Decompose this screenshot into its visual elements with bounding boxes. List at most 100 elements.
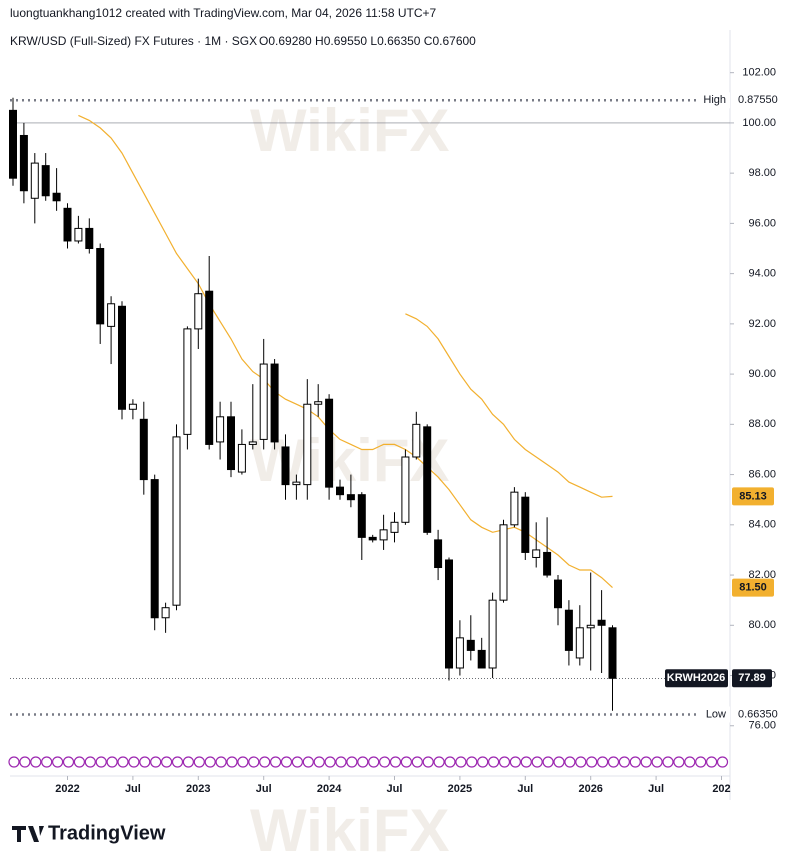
candle-body	[281, 446, 290, 486]
x-tick-label: Jul	[125, 783, 141, 795]
candle-body	[19, 134, 28, 192]
candle-body	[575, 627, 584, 659]
session-mark	[444, 756, 456, 768]
session-mark	[150, 756, 162, 768]
session-mark	[716, 756, 729, 768]
session-mark	[520, 756, 532, 768]
session-mark	[564, 756, 576, 768]
ohlc: O0.69280 H0.69550 L0.66350 C0.67600	[259, 34, 476, 48]
session-mark	[553, 756, 565, 768]
y-tick-label: 82.00	[748, 569, 776, 581]
candle-body	[608, 627, 617, 679]
ma-badge	[732, 487, 774, 506]
candle-body	[445, 559, 453, 669]
x-tick-label: 2023	[186, 783, 210, 795]
candle-body	[521, 496, 530, 553]
session-mark	[117, 756, 129, 768]
candle-body	[390, 521, 399, 533]
candle-body	[434, 539, 443, 569]
session-mark	[695, 756, 707, 768]
candle-body	[586, 624, 595, 629]
session-mark	[73, 756, 86, 768]
session-mark	[237, 756, 249, 768]
session-mark	[226, 756, 238, 768]
session-mark	[433, 756, 445, 768]
candle-body	[597, 619, 606, 626]
session-mark	[596, 756, 609, 768]
candle-body	[270, 363, 279, 443]
y-tick-label: 86.00	[748, 468, 776, 480]
session-mark	[204, 756, 216, 768]
extreme-badge	[698, 706, 730, 723]
session-mark	[509, 756, 522, 768]
y-tick-label: 102.00	[742, 67, 776, 79]
extreme-name: High	[703, 94, 726, 106]
x-tick-label: 2022	[55, 783, 79, 795]
session-mark	[128, 756, 140, 768]
candle-body	[194, 293, 203, 330]
session-mark	[95, 756, 107, 768]
watermark: WikiFX	[250, 97, 449, 164]
session-mark	[41, 756, 53, 768]
candle-body	[9, 109, 17, 179]
symbol-label: KRWH2026	[667, 672, 726, 684]
session-mark	[389, 756, 402, 768]
candle-body	[510, 491, 519, 526]
candle-body	[554, 579, 562, 609]
session-mark	[586, 756, 598, 768]
candle-body	[412, 423, 421, 458]
candle-body	[85, 227, 94, 250]
candle-body	[336, 486, 344, 496]
candle-body	[543, 551, 552, 576]
session-mark	[84, 756, 96, 768]
x-tick-label: 2026	[578, 783, 602, 795]
session-mark	[422, 756, 434, 768]
ma-label: 81.50	[739, 582, 767, 594]
candle-body	[368, 536, 377, 541]
candle-body	[325, 398, 334, 488]
price-label: 77.89	[738, 672, 766, 684]
candle-body	[74, 227, 83, 242]
session-mark	[651, 756, 663, 768]
x-tick-label: 202	[712, 783, 730, 795]
candle-body	[303, 403, 312, 486]
y-tick-label: 98.00	[748, 167, 776, 179]
candle-body	[118, 305, 126, 410]
session-mark	[684, 756, 696, 768]
ma-label: 85.13	[739, 490, 767, 502]
session-mark	[575, 756, 587, 768]
x-tick-label: Jul	[387, 783, 403, 795]
candle-body	[346, 494, 355, 501]
candle-body	[532, 549, 541, 558]
candle-body	[292, 481, 301, 486]
extreme-value: 0.87550	[738, 94, 778, 106]
session-mark	[30, 756, 42, 768]
candle-body	[379, 529, 388, 541]
session-mark	[531, 756, 543, 768]
candle-body	[96, 248, 105, 325]
session-mark	[618, 756, 631, 768]
ma-badge	[732, 578, 774, 597]
session-mark	[335, 756, 347, 768]
session-mark	[270, 756, 282, 768]
candle-body	[172, 436, 181, 606]
candle-body	[107, 303, 116, 327]
session-mark	[411, 756, 423, 768]
x-tick-label: Jul	[648, 783, 664, 795]
session-mark	[400, 756, 412, 768]
y-tick-label: 90.00	[748, 368, 776, 380]
candle-body	[161, 607, 170, 619]
x-tick-label: 2025	[448, 783, 472, 795]
session-mark	[542, 756, 554, 768]
session-mark	[215, 756, 227, 768]
candle-body	[488, 599, 497, 669]
candle-body	[205, 290, 214, 445]
session-mark	[477, 756, 489, 768]
y-tick-label: 96.00	[748, 217, 776, 229]
candle-body	[52, 192, 61, 202]
session-mark	[182, 756, 194, 768]
extreme-value: 0.66350	[738, 708, 778, 720]
candle-body	[477, 649, 486, 669]
session-mark	[705, 756, 718, 768]
